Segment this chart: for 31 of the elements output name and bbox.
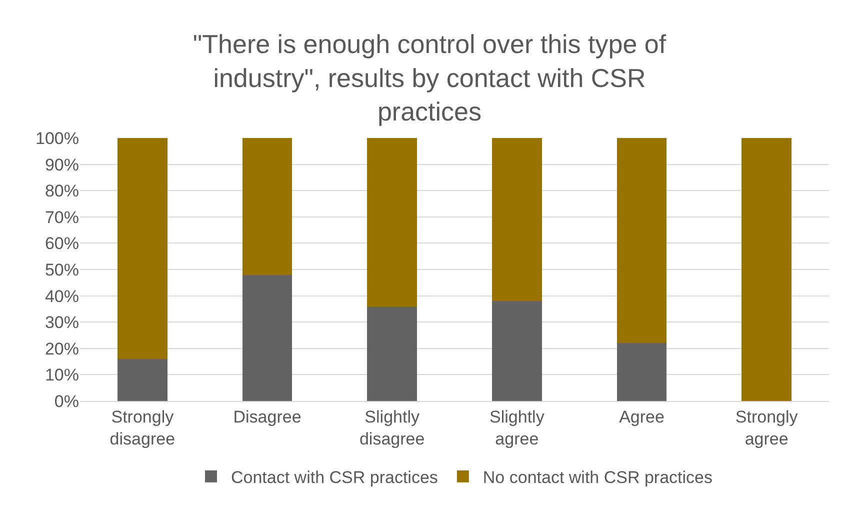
bar <box>367 138 418 306</box>
y-tick-label: 0% <box>54 392 79 411</box>
y-tick-label: 60% <box>44 234 79 254</box>
y-tick-label: 10% <box>44 366 79 385</box>
bar <box>492 138 542 302</box>
y-tick-label: 40% <box>44 286 79 306</box>
bar <box>242 274 292 401</box>
y-tick-label: 30% <box>44 313 79 332</box>
x-tick-label: Slightly agree <box>490 407 545 448</box>
bar <box>117 358 168 401</box>
y-tick-label: 50% <box>44 260 79 280</box>
x-tick-label: Agree <box>619 407 664 426</box>
x-tick-label: Slightly disagree <box>359 407 425 448</box>
y-tick-label: 90% <box>44 155 79 174</box>
bar <box>492 301 542 401</box>
bar <box>242 138 292 275</box>
y-tick-label: 80% <box>44 182 79 201</box>
bar <box>117 138 168 359</box>
legend-label: Contact with CSR practices <box>231 468 438 488</box>
bar <box>616 138 667 344</box>
x-tick-label: Disagree <box>233 407 302 426</box>
y-tick-label: 70% <box>44 208 79 227</box>
chart-title: "There is enough control over this type of industry", results by contact with CSR practices <box>192 29 667 127</box>
y-tick-label: 100% <box>36 128 79 148</box>
x-tick-label: Strongly agree <box>735 407 798 448</box>
bar <box>367 306 418 401</box>
y-tick-label: 20% <box>44 339 79 358</box>
bar <box>616 343 667 401</box>
bar <box>742 138 792 401</box>
x-tick-label: Strongly disagree <box>110 407 176 448</box>
legend-label: No contact with CSR practices <box>482 468 712 488</box>
